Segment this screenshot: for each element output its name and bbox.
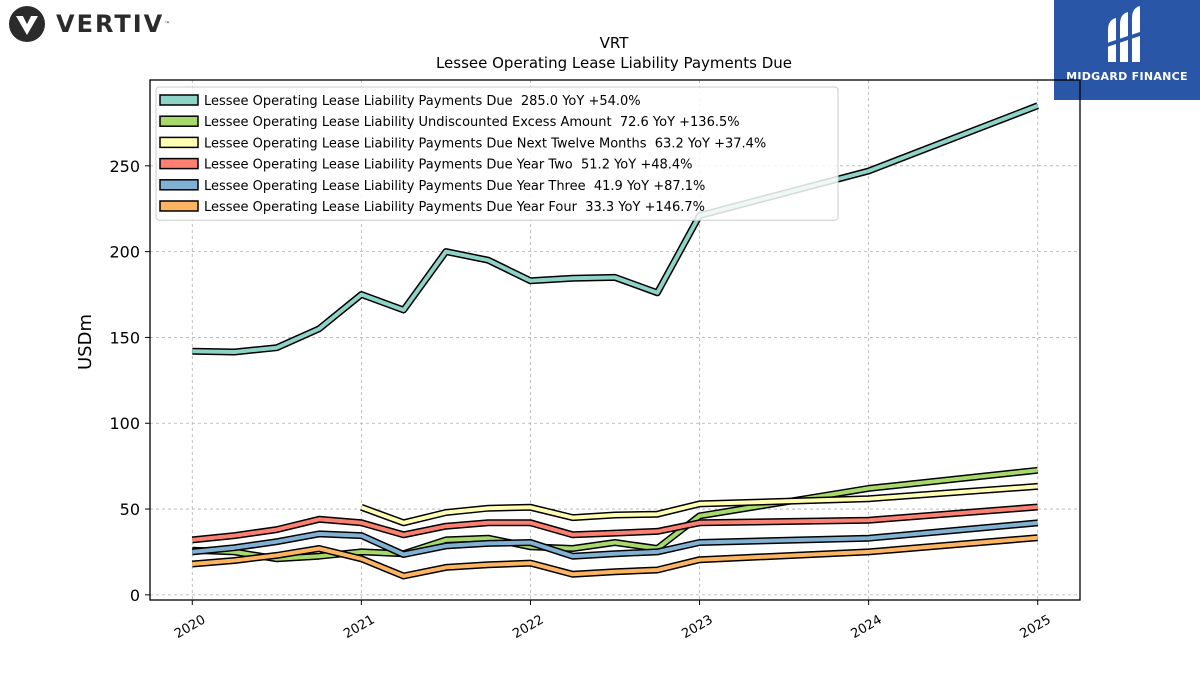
trademark-mark: ™ (164, 20, 171, 28)
legend-item: Lessee Operating Lease Liability Payment… (159, 200, 705, 215)
x-tick-label: 2024 (848, 612, 884, 642)
legend-swatch (159, 179, 199, 191)
y-tick-label: 50 (120, 500, 140, 519)
legend-item: Lessee Operating Lease Liability Payment… (159, 179, 705, 194)
series-stroke (192, 520, 1038, 559)
legend-swatch (159, 157, 199, 170)
legend-label: Lessee Operating Lease Liability Payment… (204, 136, 766, 151)
y-tick-label: 100 (109, 414, 140, 433)
series-stroke (192, 535, 1038, 578)
legend-swatch (159, 200, 199, 212)
legend-swatch (159, 136, 199, 149)
vertiv-wordmark: VERTIV (56, 10, 165, 38)
legend-label: Lessee Operating Lease Liability Payment… (204, 179, 705, 194)
legend-item: Lessee Operating Lease Liability Payment… (159, 136, 766, 151)
series-stroke (192, 103, 1039, 354)
legend-swatch (159, 115, 199, 127)
plot-frame (149, 79, 1081, 601)
series-stroke (360, 484, 1038, 525)
y-tick-label: 200 (109, 243, 140, 262)
y-tick-label: 150 (109, 328, 140, 347)
x-tick-label: 2021 (341, 612, 377, 642)
midgard-finance-wordmark: MIDGARD FINANCE (1066, 70, 1188, 83)
legend-item: Lessee Operating Lease Liability Payment… (159, 157, 693, 173)
series-layer (191, 102, 1039, 580)
series-stroke (192, 505, 1038, 542)
x-tick-label: 2020 (172, 612, 208, 642)
legend-label: Lessee Operating Lease Liability Payment… (204, 200, 705, 215)
vertiv-logo-icon (9, 6, 45, 42)
legend-label: Lessee Operating Lease Liability Payment… (204, 94, 641, 109)
axes: 0 50 100 150 200 250 2020 2021 2022 2023 2024 2025 (109, 157, 1053, 642)
y-axis-label: USDm (75, 314, 96, 370)
y-tick-label: 0 (130, 586, 140, 605)
chart-subtitle: Lessee Operating Lease Liability Payment… (436, 54, 792, 72)
legend-swatch (159, 94, 199, 106)
series-line-5 (191, 519, 1039, 560)
x-tick-label: 2023 (679, 612, 715, 642)
vertiv-logo: VERTIV ™ (8, 6, 170, 42)
midgard-finance-logo: MIDGARD FINANCE (1054, 0, 1200, 100)
legend-label: Lessee Operating Lease Liability Payment… (204, 158, 693, 173)
y-tick-label: 250 (109, 157, 140, 176)
midgard-emblem-icon (1104, 6, 1146, 62)
series-line-3 (360, 482, 1038, 527)
x-tick-label: 2025 (1018, 612, 1054, 642)
legend: Lessee Operating Lease Liability Payment… (155, 86, 839, 221)
legend-label: Lessee Operating Lease Liability Undisco… (204, 115, 740, 130)
legend-box (155, 86, 839, 221)
legend-item: Lessee Operating Lease Liability Undisco… (159, 115, 740, 130)
legend-item: Lessee Operating Lease Liability Payment… (159, 94, 641, 109)
x-tick-label: 2022 (510, 612, 546, 642)
series-line-4 (191, 503, 1038, 544)
chart-title: VRT (600, 34, 630, 52)
series-line-6 (192, 534, 1038, 580)
series-line-1 (192, 102, 1039, 356)
